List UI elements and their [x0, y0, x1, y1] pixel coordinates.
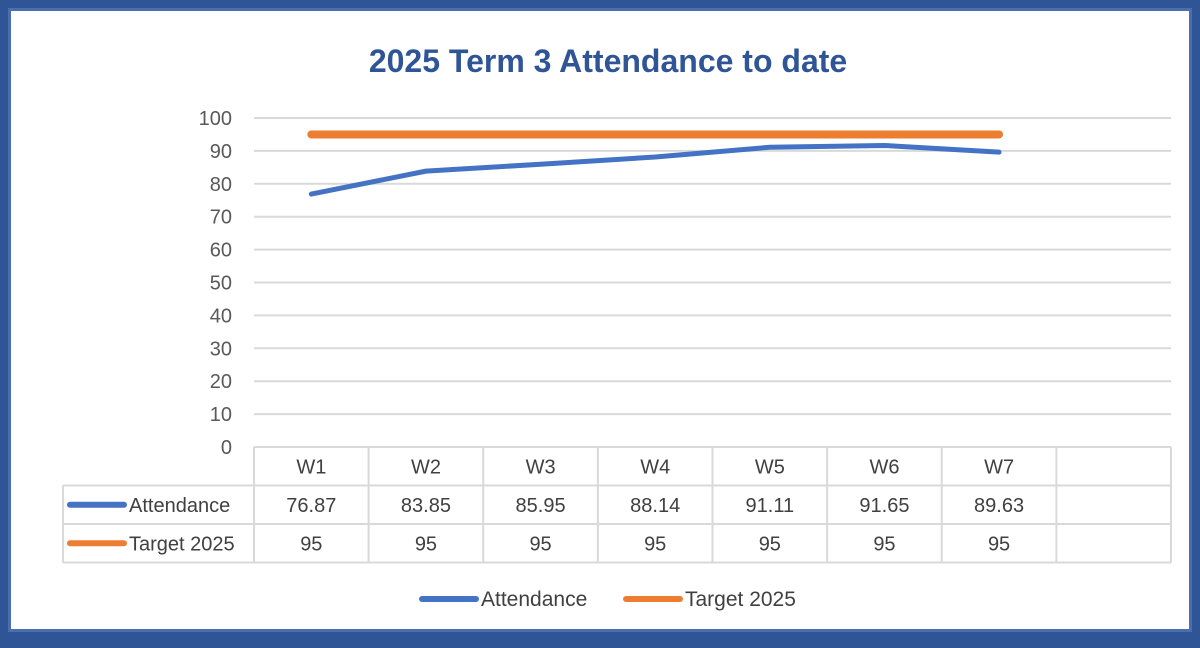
table-cell-value: 83.85 [401, 495, 451, 517]
table-series-label: Attendance [129, 495, 230, 517]
y-tick-label: 70 [210, 207, 232, 229]
gridlines [254, 117, 1171, 416]
y-tick-label: 80 [210, 174, 232, 196]
table-cell-value: 91.11 [746, 495, 795, 517]
y-tick-label: 20 [210, 371, 232, 393]
category-label: W1 [296, 456, 326, 478]
y-tick-label: 90 [210, 141, 232, 163]
y-axis-ticks: 0 10 20 30 40 50 60 70 80 90 100 [199, 108, 232, 459]
series-lines [307, 130, 1004, 197]
category-label: W5 [755, 456, 785, 478]
table-cell-value: 95 [415, 533, 437, 555]
table-series-label: Target 2025 [129, 533, 235, 555]
table-cell-value: 95 [529, 533, 551, 555]
category-label: W4 [640, 456, 670, 478]
y-tick-label: 10 [210, 404, 232, 426]
table-cell-value: 95 [988, 533, 1010, 555]
table-cell-value: 95 [300, 533, 322, 555]
series-line-attendance [308, 142, 1002, 197]
table-cell-value: 95 [644, 533, 666, 555]
attendance-chart: 2025 Term 3 Attendance to date 0 10 20 30 40… [62, 43, 1172, 611]
category-label: W6 [869, 456, 899, 478]
y-tick-label: 30 [210, 338, 232, 360]
legend-label: Target 2025 [685, 588, 796, 611]
table-cell-value: 95 [873, 533, 895, 555]
y-tick-label: 60 [210, 240, 232, 262]
data-table: W1 W2 W3 W4 W5 W6 W7 Attendance 76.87 83.85 85.95 8… [62, 446, 1172, 564]
category-label: W2 [411, 456, 441, 478]
table-cell-value: 85.95 [516, 495, 566, 517]
table-cell-value: 76.87 [286, 495, 336, 517]
y-tick-label: 40 [210, 305, 232, 327]
y-tick-label: 0 [221, 437, 232, 459]
category-label: W7 [984, 456, 1014, 478]
table-cell-value: 95 [759, 533, 781, 555]
table-cell-value: 89.63 [974, 495, 1024, 517]
legend: Attendance Target 2025 [419, 588, 796, 611]
y-tick-label: 50 [210, 273, 232, 295]
table-cell-value: 91.65 [859, 495, 909, 517]
table-cell-value: 88.14 [630, 495, 680, 517]
legend-label: Attendance [481, 588, 587, 611]
category-label: W3 [526, 456, 556, 478]
chart-title: 2025 Term 3 Attendance to date [369, 43, 847, 79]
y-tick-label: 100 [199, 108, 232, 130]
